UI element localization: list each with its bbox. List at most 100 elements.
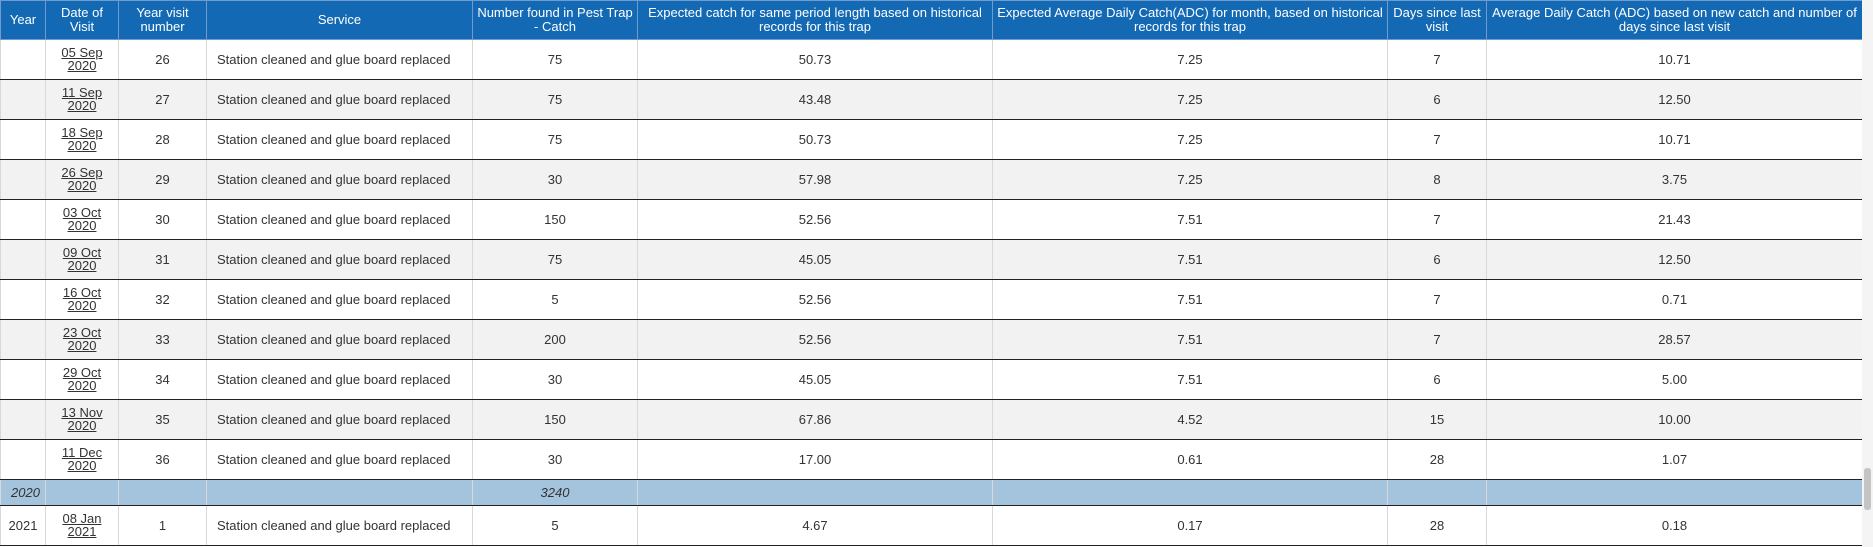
- date-day-month: 29 Oct: [62, 365, 102, 380]
- col-header-adc[interactable]: Average Daily Catch (ADC) based on new c…: [1486, 0, 1862, 40]
- date-of-visit-link[interactable]: 05 Sep 2020: [61, 46, 102, 72]
- cell-expected-catch: 52.56: [637, 199, 993, 240]
- cell-adc: 5.00: [1486, 359, 1862, 400]
- date-day-month: 08 Jan: [62, 511, 102, 526]
- col-header-year-visit-number[interactable]: Year visit number: [118, 0, 207, 40]
- date-year: 2020: [67, 58, 97, 73]
- cell-days-since-last-visit: 28: [1387, 505, 1487, 546]
- table-row: 05 Sep 2020 26 Station cleaned and glue boa…: [0, 39, 1862, 80]
- date-day-month: 23 Oct: [62, 325, 102, 340]
- date-year: 2020: [67, 378, 97, 393]
- date-day-month: 05 Sep: [61, 45, 103, 60]
- cell-service: Station cleaned and glue board replaced: [206, 79, 473, 120]
- date-of-visit-link[interactable]: 08 Jan 2021: [62, 512, 101, 538]
- cell-days-since-last-visit: 7: [1387, 119, 1487, 160]
- cell-catch: 30: [472, 359, 638, 400]
- table-body: 05 Sep 2020 26 Station cleaned and glue boa…: [0, 39, 1862, 546]
- table-row: 03 Oct 2020 30 Station cleaned and glue boa…: [0, 199, 1862, 240]
- cell-date-of-visit: 11 Sep 2020: [45, 79, 119, 120]
- cell-adc: 21.43: [1486, 199, 1862, 240]
- cell-expected-catch: 45.05: [637, 239, 993, 280]
- date-day-month: 11 Sep: [61, 85, 103, 100]
- cell-service: Station cleaned and glue board replaced: [206, 199, 473, 240]
- cell-year: [0, 359, 46, 400]
- cell-service: Station cleaned and glue board replaced: [206, 119, 473, 160]
- vertical-scrollbar[interactable]: [1862, 0, 1873, 547]
- table-row: 13 Nov 2020 35 Station cleaned and glue boa…: [0, 399, 1862, 440]
- cell-catch: 75: [472, 39, 638, 80]
- cell-adc: 12.50: [1486, 239, 1862, 280]
- cell-year: [0, 399, 46, 440]
- cell-service: Station cleaned and glue board replaced: [206, 505, 473, 546]
- date-year: 2020: [67, 258, 97, 273]
- cell-service: Station cleaned and glue board replaced: [206, 319, 473, 360]
- cell-date-of-visit: 16 Oct 2020: [45, 279, 119, 320]
- cell-service: Station cleaned and glue board replaced: [206, 159, 473, 200]
- cell-days-since-last-visit: 7: [1387, 319, 1487, 360]
- cell-days-since-last-visit: 6: [1387, 239, 1487, 280]
- cell-expected-adc: 7.51: [992, 319, 1388, 360]
- date-year: 2020: [67, 138, 97, 153]
- date-of-visit-link[interactable]: 11 Dec 2020: [62, 446, 102, 472]
- cell-expected-adc: 7.25: [992, 39, 1388, 80]
- date-day-month: 09 Oct: [62, 245, 102, 260]
- date-of-visit-link[interactable]: 11 Sep 2020: [62, 86, 102, 112]
- cell-year-visit-number: 28: [118, 119, 207, 160]
- cell-service: Station cleaned and glue board replaced: [206, 439, 473, 480]
- cell-adc: 3.75: [1486, 159, 1862, 200]
- cell-catch: 200: [472, 319, 638, 360]
- cell-expected-adc: 0.17: [992, 505, 1388, 546]
- date-year: 2020: [67, 418, 97, 433]
- cell-expected-adc: 7.51: [992, 239, 1388, 280]
- col-header-year[interactable]: Year: [0, 0, 46, 40]
- cell-date-of-visit: 09 Oct 2020: [45, 239, 119, 280]
- col-header-catch[interactable]: Number found in Pest Trap - Catch: [472, 0, 638, 40]
- date-of-visit-link[interactable]: 03 Oct 2020: [63, 206, 101, 232]
- cell-days-since-last-visit: 7: [1387, 39, 1487, 80]
- table-row: 11 Dec 2020 36 Station cleaned and glue boa…: [0, 439, 1862, 480]
- scrollbar-thumb[interactable]: [1864, 468, 1871, 510]
- date-year: 2020: [67, 458, 97, 473]
- table-row: 18 Sep 2020 28 Station cleaned and glue boa…: [0, 119, 1862, 160]
- cell-year-visit-number: 27: [118, 79, 207, 120]
- date-day-month: 26 Sep: [61, 165, 103, 180]
- date-of-visit-link[interactable]: 16 Oct 2020: [63, 286, 101, 312]
- cell-year-visit-number: 35: [118, 399, 207, 440]
- date-of-visit-link[interactable]: 09 Oct 2020: [63, 246, 101, 272]
- col-header-expected-adc[interactable]: Expected Average Daily Catch(ADC) for mo…: [992, 0, 1388, 40]
- table-row: 29 Oct 2020 34 Station cleaned and glue boa…: [0, 359, 1862, 400]
- cell-service: Station cleaned and glue board replaced: [206, 39, 473, 80]
- cell-days-since-last-visit: 7: [1387, 279, 1487, 320]
- col-header-service[interactable]: Service: [206, 0, 473, 40]
- col-header-expected-catch[interactable]: Expected catch for same period length ba…: [637, 0, 993, 40]
- subtotal-empty: [1486, 479, 1862, 506]
- date-year: 2020: [67, 98, 97, 113]
- date-year: 2020: [67, 178, 97, 193]
- cell-expected-adc: 7.51: [992, 359, 1388, 400]
- cell-service: Station cleaned and glue board replaced: [206, 359, 473, 400]
- date-of-visit-link[interactable]: 26 Sep 2020: [61, 166, 102, 192]
- cell-catch: 5: [472, 505, 638, 546]
- date-of-visit-link[interactable]: 18 Sep 2020: [61, 126, 102, 152]
- date-of-visit-link[interactable]: 23 Oct 2020: [63, 326, 101, 352]
- cell-year-visit-number: 31: [118, 239, 207, 280]
- col-header-days-since-last-visit[interactable]: Days since last visit: [1387, 0, 1487, 40]
- cell-date-of-visit: 26 Sep 2020: [45, 159, 119, 200]
- date-of-visit-link[interactable]: 29 Oct 2020: [63, 366, 101, 392]
- cell-catch: 5: [472, 279, 638, 320]
- cell-adc: 1.07: [1486, 439, 1862, 480]
- cell-service: Station cleaned and glue board replaced: [206, 279, 473, 320]
- cell-expected-adc: 7.25: [992, 79, 1388, 120]
- cell-date-of-visit: 11 Dec 2020: [45, 439, 119, 480]
- table-row: 16 Oct 2020 32 Station cleaned and glue boa…: [0, 279, 1862, 320]
- cell-days-since-last-visit: 28: [1387, 439, 1487, 480]
- cell-days-since-last-visit: 15: [1387, 399, 1487, 440]
- subtotal-year: 2020: [0, 479, 46, 506]
- cell-expected-catch: 43.48: [637, 79, 993, 120]
- col-header-date-of-visit[interactable]: Date of Visit: [45, 0, 119, 40]
- cell-expected-catch: 4.67: [637, 505, 993, 546]
- cell-expected-catch: 52.56: [637, 279, 993, 320]
- cell-date-of-visit: 03 Oct 2020: [45, 199, 119, 240]
- date-of-visit-link[interactable]: 13 Nov 2020: [61, 406, 102, 432]
